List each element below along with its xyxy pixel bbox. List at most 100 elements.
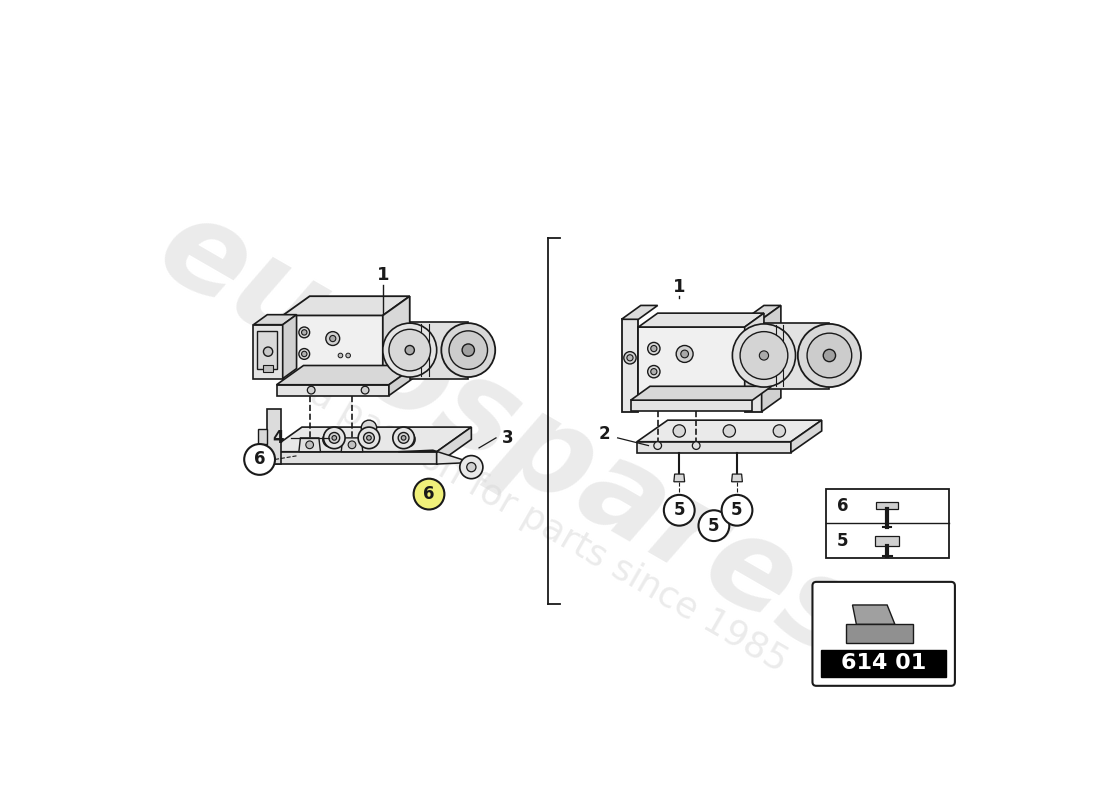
Polygon shape <box>852 605 895 624</box>
Polygon shape <box>846 624 913 643</box>
Polygon shape <box>745 319 761 412</box>
Circle shape <box>664 495 695 526</box>
Text: 2: 2 <box>598 425 609 443</box>
Polygon shape <box>253 325 283 378</box>
Polygon shape <box>389 366 416 395</box>
Circle shape <box>414 478 444 510</box>
Circle shape <box>383 323 437 377</box>
Circle shape <box>798 324 861 387</box>
Circle shape <box>299 327 310 338</box>
Circle shape <box>361 386 368 394</box>
Polygon shape <box>791 420 822 453</box>
Polygon shape <box>267 427 472 452</box>
Circle shape <box>306 441 313 449</box>
Text: 3: 3 <box>502 429 514 447</box>
Polygon shape <box>263 365 274 373</box>
Polygon shape <box>621 319 638 412</box>
Polygon shape <box>745 313 763 400</box>
Text: 614 01: 614 01 <box>840 654 926 674</box>
Polygon shape <box>637 420 822 442</box>
Text: 6: 6 <box>254 450 265 469</box>
Polygon shape <box>267 410 282 464</box>
Polygon shape <box>409 322 469 378</box>
Circle shape <box>345 353 351 358</box>
Text: 6: 6 <box>837 497 848 514</box>
Text: 5: 5 <box>708 517 719 534</box>
Polygon shape <box>763 323 829 389</box>
Circle shape <box>823 350 836 362</box>
Text: 6: 6 <box>424 485 434 503</box>
Circle shape <box>348 441 356 449</box>
Polygon shape <box>621 306 658 319</box>
Circle shape <box>740 332 788 379</box>
Circle shape <box>329 433 340 443</box>
Circle shape <box>299 349 310 359</box>
Circle shape <box>405 346 415 354</box>
Text: a passion for parts since 1985: a passion for parts since 1985 <box>304 376 793 678</box>
Polygon shape <box>821 650 946 678</box>
Polygon shape <box>267 452 437 464</box>
Text: eurospares: eurospares <box>138 185 882 685</box>
Text: 4: 4 <box>272 429 284 447</box>
Circle shape <box>651 346 657 352</box>
Circle shape <box>322 432 338 447</box>
Circle shape <box>627 354 634 361</box>
Text: 5: 5 <box>837 532 848 550</box>
Circle shape <box>653 442 661 450</box>
Circle shape <box>361 432 376 447</box>
Circle shape <box>332 435 337 440</box>
Circle shape <box>393 427 415 449</box>
Polygon shape <box>732 474 742 482</box>
Circle shape <box>698 510 729 541</box>
Circle shape <box>441 323 495 377</box>
Circle shape <box>338 353 343 358</box>
Circle shape <box>676 346 693 362</box>
Circle shape <box>462 344 474 356</box>
Polygon shape <box>276 366 416 385</box>
Polygon shape <box>437 427 472 464</box>
Polygon shape <box>383 296 409 385</box>
Polygon shape <box>877 502 898 510</box>
Circle shape <box>747 352 759 364</box>
Polygon shape <box>745 306 781 319</box>
Polygon shape <box>637 442 791 453</box>
Polygon shape <box>638 327 745 400</box>
Circle shape <box>363 433 374 443</box>
Polygon shape <box>825 489 948 558</box>
Polygon shape <box>630 400 752 411</box>
Circle shape <box>624 352 636 364</box>
Circle shape <box>750 354 757 361</box>
Polygon shape <box>253 314 297 325</box>
Polygon shape <box>299 438 320 452</box>
Polygon shape <box>283 296 409 315</box>
Polygon shape <box>283 314 297 378</box>
Polygon shape <box>674 474 684 482</box>
Circle shape <box>651 369 657 374</box>
Circle shape <box>648 342 660 354</box>
Text: 5: 5 <box>732 502 742 519</box>
Polygon shape <box>874 537 900 546</box>
Circle shape <box>449 331 487 370</box>
Text: 5: 5 <box>673 502 685 519</box>
Polygon shape <box>630 386 772 400</box>
Circle shape <box>307 386 315 394</box>
Polygon shape <box>398 450 472 464</box>
Circle shape <box>330 335 336 342</box>
Circle shape <box>366 435 372 440</box>
Polygon shape <box>257 331 277 370</box>
Circle shape <box>264 347 273 356</box>
Circle shape <box>323 427 345 449</box>
Circle shape <box>807 333 851 378</box>
Polygon shape <box>761 306 781 412</box>
Circle shape <box>733 324 795 387</box>
Text: 1: 1 <box>376 266 389 285</box>
Polygon shape <box>276 385 389 395</box>
Circle shape <box>773 425 785 437</box>
Circle shape <box>692 442 700 450</box>
Circle shape <box>326 332 340 346</box>
Polygon shape <box>638 313 763 327</box>
Circle shape <box>648 366 660 378</box>
Circle shape <box>301 330 307 335</box>
Circle shape <box>389 330 430 371</box>
Circle shape <box>399 432 415 447</box>
